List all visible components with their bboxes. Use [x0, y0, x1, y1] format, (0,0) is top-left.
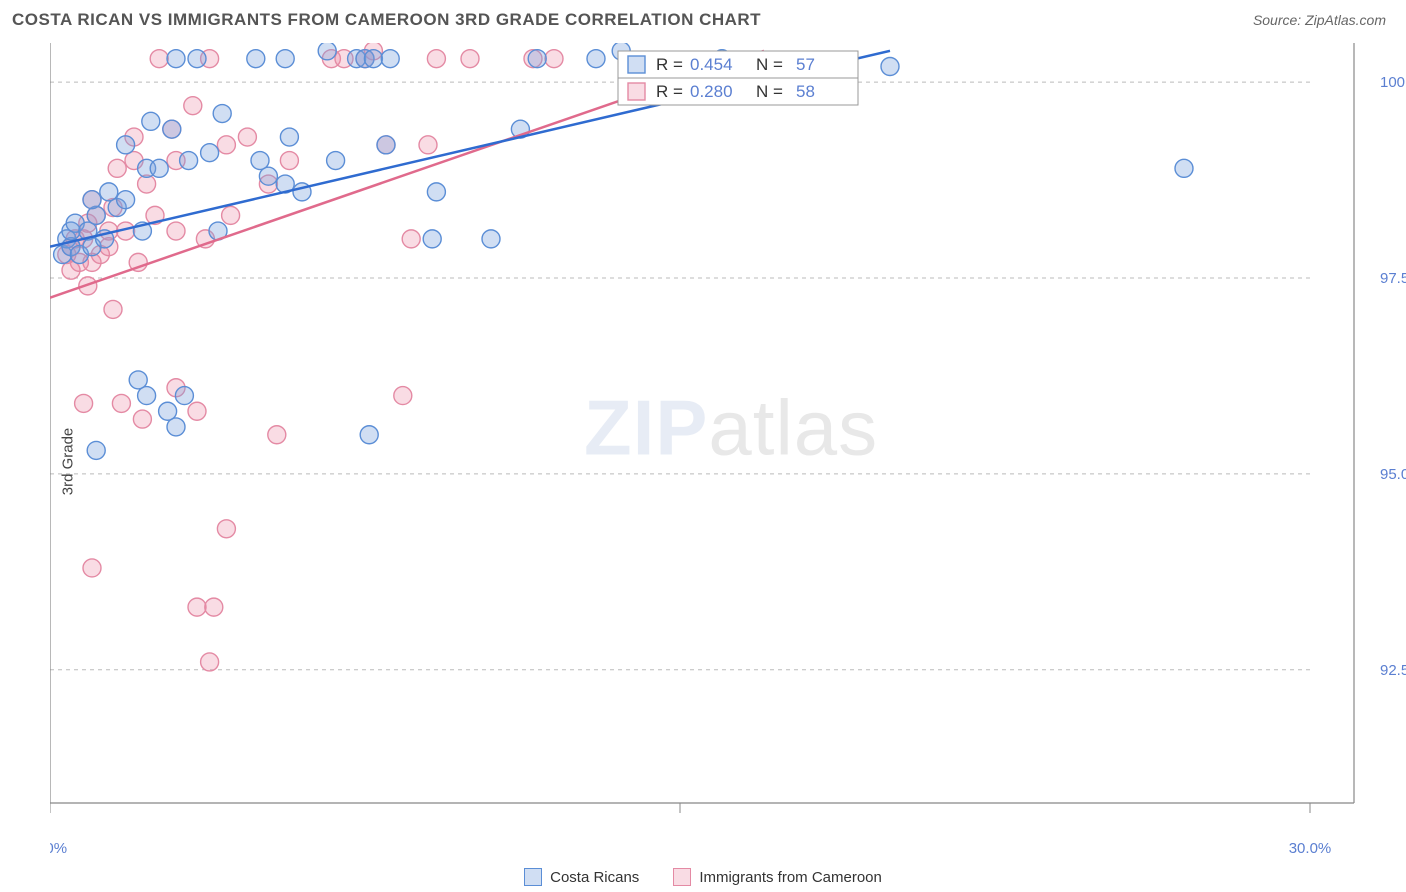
data-point: [881, 58, 899, 76]
data-point: [217, 136, 235, 154]
data-point: [180, 152, 198, 170]
data-point: [1175, 159, 1193, 177]
data-point: [360, 426, 378, 444]
data-point: [276, 50, 294, 68]
legend-item: Costa Ricans: [524, 868, 639, 886]
scatter-plot: 100.0% 97.5% 95.0% 92.5% 0.0% 30.0% R = 0.454 N …: [50, 43, 1406, 863]
data-point: [280, 128, 298, 146]
data-point: [213, 105, 231, 123]
data-point: [133, 410, 151, 428]
chart-title: COSTA RICAN VS IMMIGRANTS FROM CAMEROON …: [12, 10, 761, 30]
r-value: 0.454: [690, 55, 733, 74]
data-point: [545, 50, 563, 68]
data-point: [394, 387, 412, 405]
data-point: [87, 441, 105, 459]
r-label: R =: [656, 82, 683, 101]
y-tick-label: 100.0%: [1380, 74, 1406, 91]
data-point: [188, 402, 206, 420]
data-point: [117, 191, 135, 209]
data-point: [83, 559, 101, 577]
data-point: [188, 598, 206, 616]
data-point: [167, 222, 185, 240]
data-point: [259, 167, 277, 185]
data-point: [381, 50, 399, 68]
y-tick-label: 95.0%: [1380, 466, 1406, 483]
y-tick-label: 92.5%: [1380, 662, 1406, 679]
legend-swatch: [628, 56, 645, 73]
legend-swatch: [673, 868, 691, 886]
legend-label: Costa Ricans: [550, 869, 639, 886]
n-value: 57: [796, 55, 815, 74]
data-point: [150, 159, 168, 177]
data-point: [364, 50, 382, 68]
data-point: [108, 159, 126, 177]
data-point: [327, 152, 345, 170]
stats-row: [618, 78, 858, 105]
data-point: [167, 50, 185, 68]
data-point: [201, 653, 219, 671]
plot-wrapper: 3rd Grade 100.0% 97.5% 95.0% 92.5% 0.0% 30.0%…: [50, 43, 1406, 863]
legend-swatch: [524, 868, 542, 886]
data-point: [461, 50, 479, 68]
data-point: [167, 418, 185, 436]
y-tick-label: 97.5%: [1380, 270, 1406, 287]
stats-row: [618, 51, 858, 78]
data-point: [402, 230, 420, 248]
data-point: [188, 50, 206, 68]
source-prefix: Source:: [1253, 12, 1305, 28]
data-point: [201, 144, 219, 162]
source-name: ZipAtlas.com: [1305, 12, 1386, 28]
data-point: [427, 50, 445, 68]
legend-swatch: [628, 83, 645, 100]
x-axis-legend: Costa Ricans Immigrants from Cameroon: [0, 868, 1406, 886]
data-point: [318, 43, 336, 60]
r-label: R =: [656, 55, 683, 74]
legend-item: Immigrants from Cameroon: [673, 868, 882, 886]
n-value: 58: [796, 82, 815, 101]
data-point: [175, 387, 193, 405]
data-point: [238, 128, 256, 146]
n-label: N =: [756, 55, 783, 74]
legend-label: Immigrants from Cameroon: [699, 869, 882, 886]
data-point: [205, 598, 223, 616]
data-point: [142, 112, 160, 130]
data-point: [268, 426, 286, 444]
data-point: [423, 230, 441, 248]
data-point: [150, 50, 168, 68]
chart-header: COSTA RICAN VS IMMIGRANTS FROM CAMEROON …: [0, 0, 1406, 38]
data-point: [117, 136, 135, 154]
data-point: [222, 206, 240, 224]
data-point: [83, 191, 101, 209]
x-tick-label: 0.0%: [50, 840, 67, 857]
data-point: [247, 50, 265, 68]
data-point: [112, 394, 130, 412]
data-point: [217, 520, 235, 538]
data-point: [280, 152, 298, 170]
data-point: [75, 394, 93, 412]
data-point: [377, 136, 395, 154]
source-attribution: Source: ZipAtlas.com: [1253, 12, 1386, 28]
data-point: [184, 97, 202, 115]
data-point: [528, 50, 546, 68]
data-point: [163, 120, 181, 138]
y-axis-label: 3rd Grade: [60, 428, 77, 496]
data-point: [482, 230, 500, 248]
data-point: [419, 136, 437, 154]
n-label: N =: [756, 82, 783, 101]
data-point: [427, 183, 445, 201]
data-point: [587, 50, 605, 68]
data-point: [104, 300, 122, 318]
data-point: [138, 387, 156, 405]
r-value: 0.280: [690, 82, 733, 101]
x-tick-label: 30.0%: [1289, 840, 1332, 857]
